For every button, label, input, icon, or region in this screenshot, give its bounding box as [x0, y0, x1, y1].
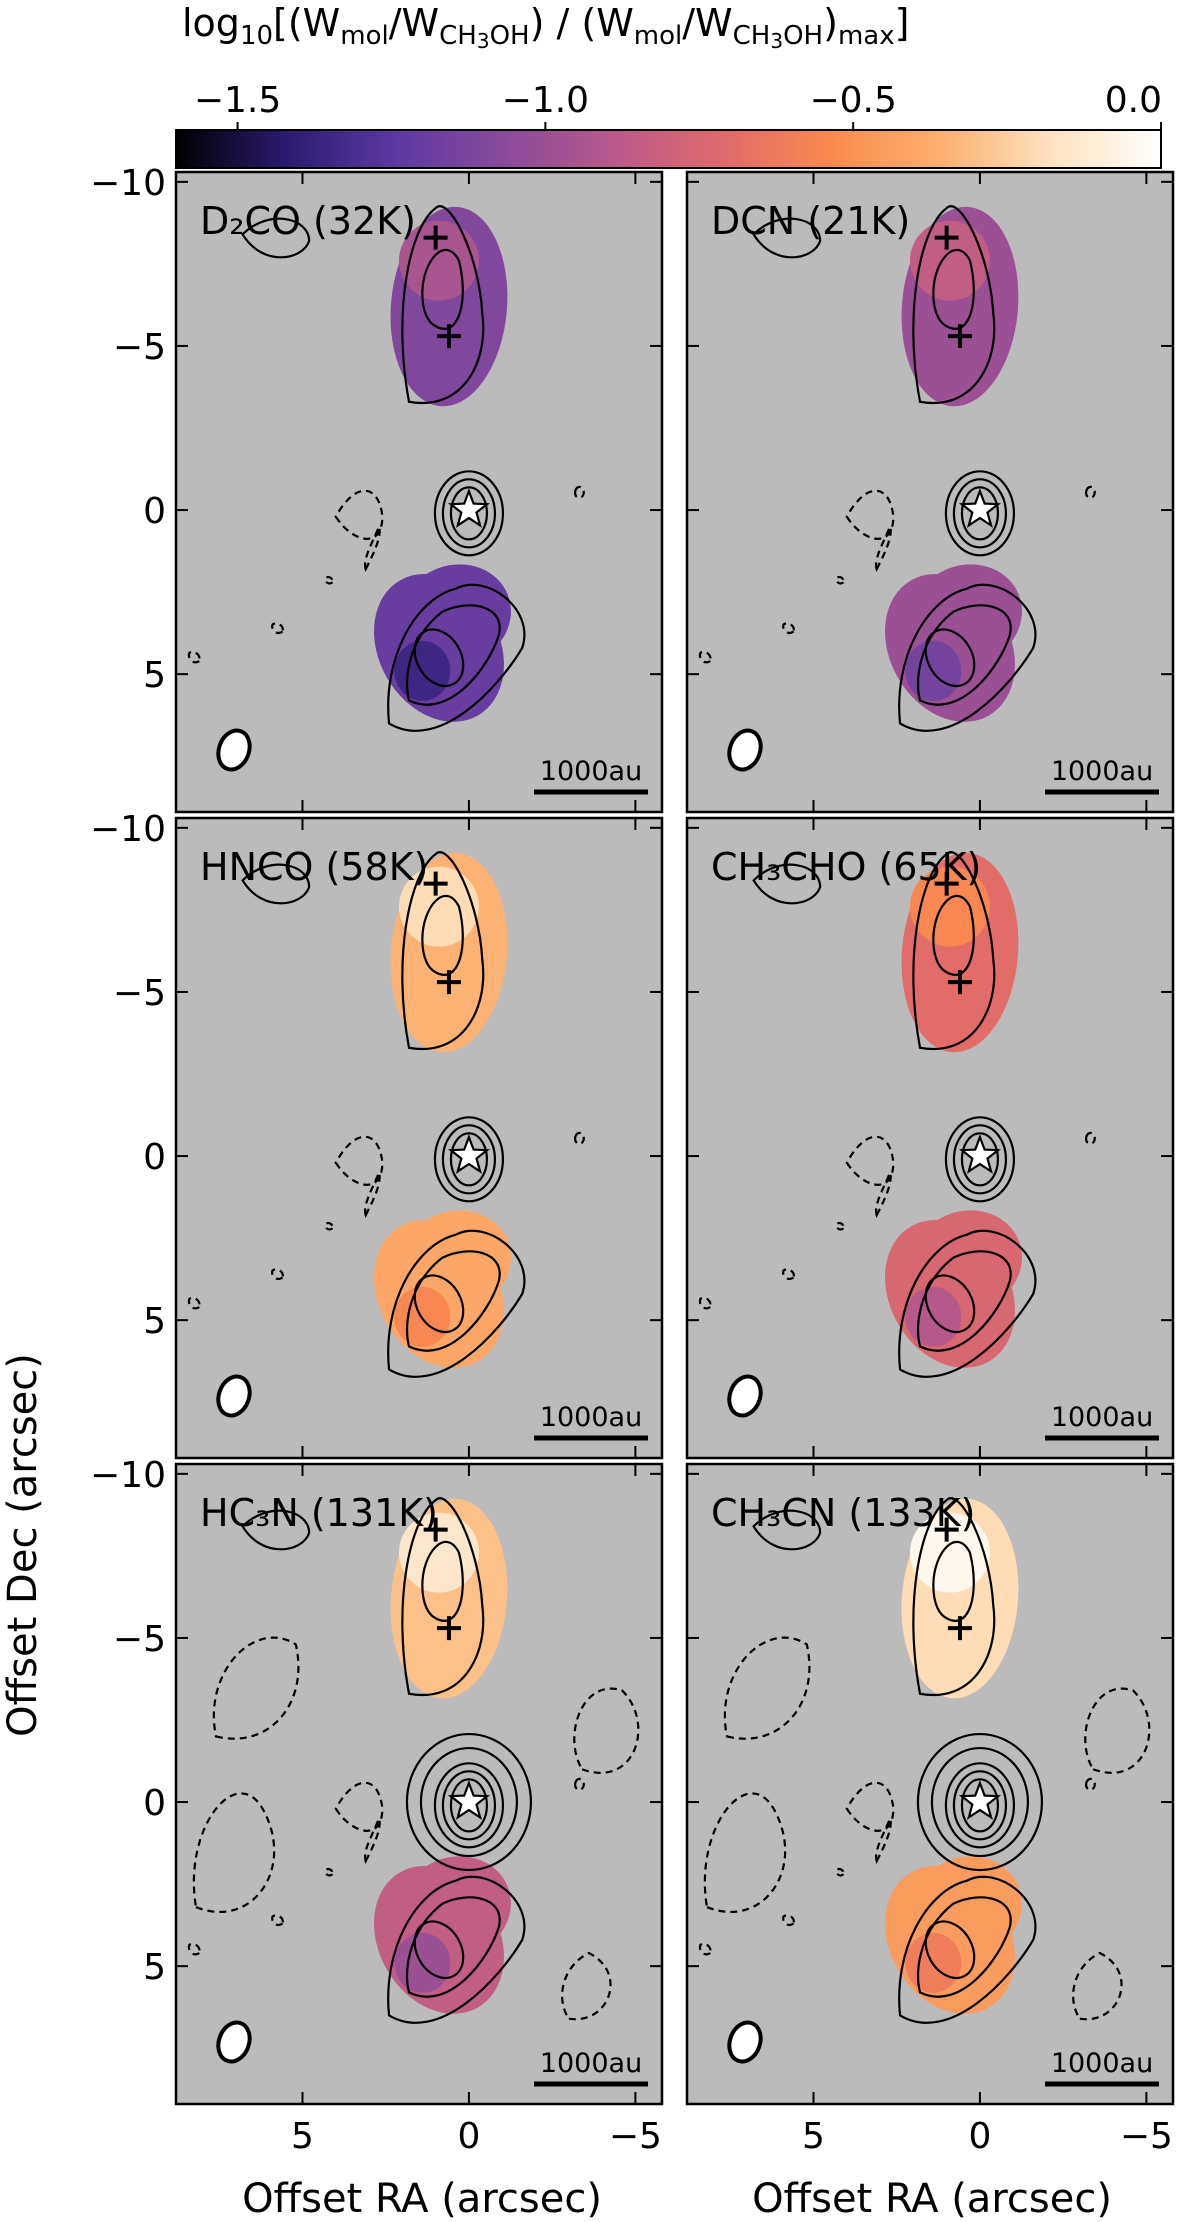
panel-frame [174, 170, 664, 814]
source-cross-marker [947, 324, 972, 349]
beam-ellipse [216, 728, 252, 772]
protostar-marker [958, 487, 1001, 528]
scalebar-label: 1000au [1051, 2048, 1153, 2079]
panel-3: 1000au HNCO (58K) 5 0 −5 −10 [90, 809, 664, 1460]
colorbar-label: log10[(Wmol/WCH3OH) / (Wmol/WCH3OH)max] [182, 1, 909, 53]
panel-title: HNCO (58K) [200, 845, 428, 889]
negative-contours [187, 1131, 585, 1310]
beam-ellipse [216, 1374, 252, 1418]
colorbar-bar [175, 129, 1162, 169]
x-tick-label: 0 [968, 2116, 991, 2157]
protostar-marker [447, 1133, 490, 1174]
source-cross-marker [423, 225, 448, 250]
y-tick-label: 0 [143, 1137, 166, 1178]
contours [752, 1497, 1044, 2024]
panel-5: 1000au HC₃N (131K) 5 0 −5 −10 5 0 −5 [90, 1455, 664, 2157]
negative-contours [698, 485, 1096, 664]
source-cross-marker [436, 1616, 461, 1641]
panel-title: CH₃CHO (65K) [711, 845, 981, 889]
panel-frame [174, 1462, 664, 2106]
colorbar: −1.5 −1.0 −0.5 0.0 [175, 80, 1162, 169]
scalebar-label: 1000au [1051, 1402, 1153, 1433]
scalebar-label: 1000au [1051, 756, 1153, 787]
y-axis-label: Offset Dec (arcsec) [0, 1353, 46, 1737]
panel-6: 1000au CH₃CN (133K) 5 0 −5 [685, 1462, 1175, 2157]
scalebar-label: 1000au [540, 756, 642, 787]
y-tick-label: 5 [143, 1947, 166, 1988]
panel-frame [685, 1462, 1175, 2106]
x-axis-label-right: Offset RA (arcsec) [752, 2176, 1112, 2222]
negative-contours [698, 1636, 1151, 2021]
source-cross-marker [436, 324, 461, 349]
contours [752, 851, 1037, 1378]
protostar-marker [447, 487, 490, 528]
source-cross-marker [423, 871, 448, 896]
protostar-marker [447, 1779, 490, 1820]
x-tick-label: −5 [1120, 2116, 1173, 2157]
panel-frame [685, 816, 1175, 1460]
y-tick-label: −5 [113, 327, 166, 368]
markers [423, 1517, 490, 1820]
y-tick-label: 5 [143, 1301, 166, 1342]
source-cross-marker [934, 871, 959, 896]
panel-frame [685, 170, 1175, 814]
markers [934, 871, 1001, 1174]
panel-title: CH₃CN (133K) [711, 1491, 975, 1535]
panel-title: DCN (21K) [711, 199, 910, 243]
panel-frame [174, 816, 664, 1460]
x-tick-label: −5 [609, 2116, 662, 2157]
colorbar-tick-label: −1.5 [194, 80, 281, 121]
markers [934, 1517, 1001, 1820]
contours [241, 205, 526, 732]
panel-1: 1000au D₂CO (32K) 5 0 −5 −10 [90, 163, 664, 814]
contours [752, 205, 1037, 732]
y-tick-label: 0 [143, 1783, 166, 1824]
source-cross-marker [934, 1517, 959, 1542]
panel-4: 1000au CH₃CHO (65K) [685, 816, 1175, 1460]
y-tick-label: −5 [113, 1619, 166, 1660]
colorbar-tick-label: −1.0 [502, 80, 589, 121]
y-tick-label: −10 [90, 163, 166, 204]
markers [423, 225, 490, 528]
markers [423, 871, 490, 1174]
beam-ellipse [727, 1374, 763, 1418]
y-tick-label: −5 [113, 973, 166, 1014]
negative-contours [187, 1636, 640, 2021]
source-cross-marker [436, 970, 461, 995]
protostar-marker [958, 1133, 1001, 1174]
x-tick-label: 5 [802, 2116, 825, 2157]
beam-ellipse [216, 2020, 252, 2064]
scalebar-label: 1000au [540, 2048, 642, 2079]
x-tick-label: 5 [291, 2116, 314, 2157]
y-tick-label: 0 [143, 491, 166, 532]
x-axis-label-left: Offset RA (arcsec) [242, 2176, 602, 2222]
source-cross-marker [934, 225, 959, 250]
scalebar-label: 1000au [540, 1402, 642, 1433]
colorbar-tick-label: −0.5 [809, 80, 896, 121]
beam-ellipse [727, 728, 763, 772]
negative-contours [698, 1131, 1096, 1310]
colorbar-tick-label: 0.0 [1105, 80, 1162, 121]
x-tick-label: 0 [457, 2116, 480, 2157]
source-cross-marker [947, 1616, 972, 1641]
y-tick-label: −10 [90, 809, 166, 850]
y-tick-label: −10 [90, 1455, 166, 1496]
markers [934, 225, 1001, 528]
panel-2: 1000au DCN (21K) [685, 170, 1175, 814]
protostar-marker [958, 1779, 1001, 1820]
panel-title: HC₃N (131K) [200, 1491, 438, 1535]
y-tick-label: 5 [143, 655, 166, 696]
negative-contours [187, 485, 585, 664]
contours [241, 851, 526, 1378]
contours [241, 1497, 533, 2024]
source-cross-marker [947, 970, 972, 995]
source-cross-marker [423, 1517, 448, 1542]
panel-title: D₂CO (32K) [200, 199, 416, 243]
beam-ellipse [727, 2020, 763, 2064]
